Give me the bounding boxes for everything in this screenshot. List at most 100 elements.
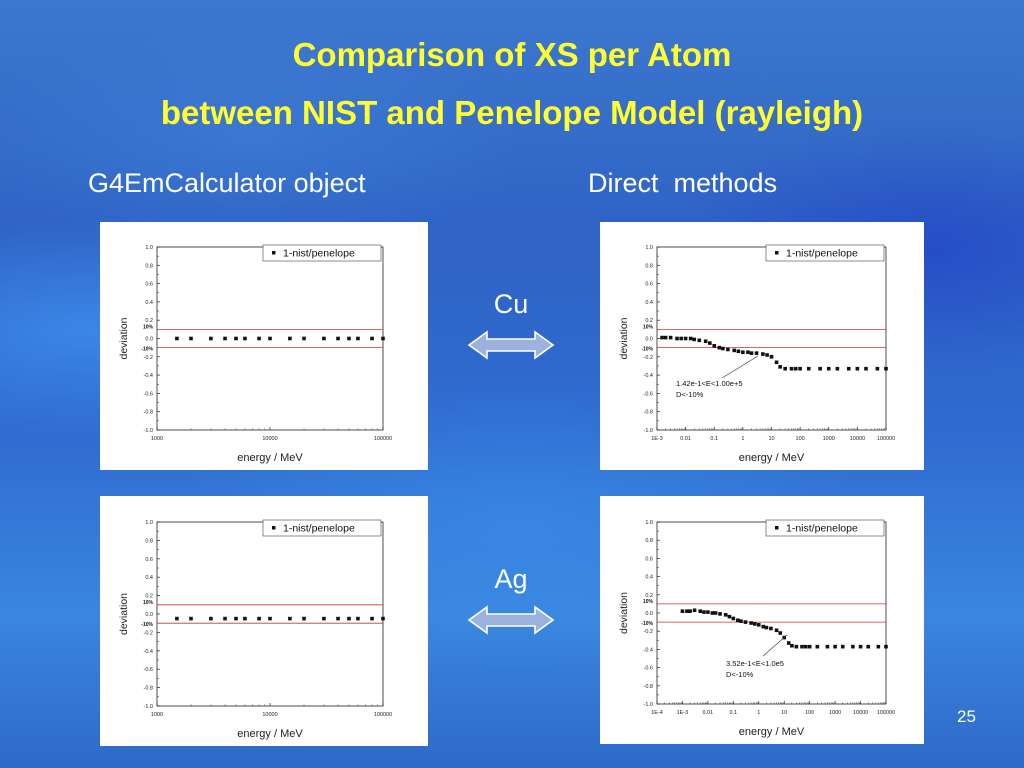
x-tick-label: 100000 (374, 436, 392, 442)
x-axis-title: energy / MeV (739, 452, 805, 464)
double-arrow-icon (467, 330, 555, 360)
chart-svg-ag-calculator: 1.0 0.8 0.6 0.4 0.2 0.0 -0.2 -0.4 -0.6 -0.8 -1.0 10… (118, 519, 392, 740)
legend-marker (272, 251, 276, 255)
data-point (769, 355, 774, 359)
data-point (660, 335, 664, 340)
chart-svg-cu-calculator: 1.0 0.8 0.6 0.4 0.2 0.0 -0.2 -0.4 -0.6 -0.8 -1.0 10… (118, 244, 392, 464)
data-point (688, 609, 692, 613)
x-tick-label: 10000 (853, 710, 868, 716)
data-point (717, 345, 722, 350)
data-point (688, 336, 693, 341)
data-point (786, 641, 791, 645)
data-point (818, 366, 822, 371)
y-tick-label: -0.2 (644, 355, 653, 361)
slide-title-line2: between NIST and Penelope Model (rayleig… (160, 94, 864, 131)
data-point (268, 616, 272, 621)
x-tick-label: 100000 (877, 710, 895, 716)
legend-label: 1-nist/penelope (786, 248, 858, 260)
y-tick-label: -0.8 (144, 410, 153, 416)
limit-label: 10% (643, 324, 654, 330)
data-point (746, 350, 750, 355)
x-tick-label: 10000 (850, 436, 865, 442)
limit-label: 10% (143, 324, 154, 330)
data-point (668, 335, 673, 340)
data-point (754, 351, 759, 355)
chart-ag-direct: 1.0 0.8 0.6 0.4 0.2 0.0 -0.2 -0.4 -0.6 -0.8 -1.0 1E… (600, 496, 924, 744)
data-point (706, 610, 710, 614)
data-point (302, 616, 306, 621)
data-point (209, 336, 213, 341)
limit-label: -10% (141, 622, 153, 628)
data-point (243, 616, 247, 621)
data-point (685, 609, 689, 613)
x-tick-label: 100000 (877, 436, 895, 442)
y-tick-label: 0.4 (145, 575, 153, 581)
legend-marker (775, 526, 779, 530)
annotation-leader (721, 355, 759, 379)
plot-frame (656, 521, 887, 705)
data-point (692, 608, 697, 613)
element-label-ag: Ag (494, 564, 528, 594)
data-point (800, 644, 804, 649)
data-point (356, 336, 360, 341)
y-tick-label: -0.4 (644, 647, 653, 653)
data-point (381, 336, 385, 341)
legend-box (765, 519, 885, 537)
data-point (698, 609, 703, 613)
data-point (765, 353, 769, 357)
legend-label: 1-nist/penelope (786, 523, 858, 535)
data-point (302, 336, 306, 341)
data-point (826, 366, 831, 371)
data-point (774, 628, 779, 633)
x-tick-label: 1000 (151, 436, 163, 442)
data-point (815, 644, 820, 649)
y-tick-label: 0.0 (645, 611, 653, 617)
data-point (749, 351, 754, 355)
data-point (703, 339, 708, 344)
data-point (761, 352, 765, 356)
annotation-deviation: D<-10% (726, 670, 754, 679)
data-point (708, 341, 712, 345)
legend-box (765, 244, 885, 262)
data-point (858, 644, 863, 649)
data-point (749, 621, 753, 625)
data-point (718, 612, 722, 616)
data-point (336, 616, 340, 621)
data-point (680, 609, 685, 613)
y-tick-label: -0.6 (144, 667, 153, 673)
data-point (288, 616, 292, 621)
x-tick-label: 0.1 (710, 436, 718, 442)
limit-label: 10% (643, 599, 654, 605)
data-point (713, 611, 718, 615)
data-point (234, 616, 238, 621)
data-point (268, 336, 272, 341)
y-tick-label: 0.0 (645, 337, 653, 343)
limit-label: 10% (143, 600, 154, 606)
y-tick-label: -0.2 (144, 355, 153, 361)
chart-svg-cu-direct: 1.0 0.8 0.6 0.4 0.2 0.0 -0.2 -0.4 -0.6 -0.8 -1.0 1E… (618, 244, 895, 464)
data-point (884, 644, 888, 649)
data-point (769, 626, 773, 631)
data-point (798, 366, 802, 371)
y-axis-title: deviation (118, 317, 130, 359)
data-point (189, 616, 193, 621)
y-tick-label: 0.8 (145, 263, 153, 269)
data-point (727, 614, 732, 619)
y-tick-label: 1.0 (145, 520, 153, 526)
y-tick-label: 0.6 (645, 282, 653, 288)
x-axis-title: energy / MeV (237, 728, 303, 740)
data-point (875, 366, 880, 371)
x-tick-label: 1 (741, 436, 744, 442)
data-point (679, 336, 683, 341)
y-tick-label: 0.6 (645, 556, 653, 562)
y-tick-label: 1.0 (645, 245, 653, 251)
annotation-leader (762, 634, 788, 657)
data-point (876, 644, 881, 649)
data-point (209, 616, 213, 621)
double-arrow-icon (467, 605, 555, 635)
x-tick-label: 1000 (823, 436, 835, 442)
data-point (739, 619, 743, 623)
y-tick-label: -1.0 (644, 702, 653, 708)
y-tick-label: -0.8 (644, 684, 653, 690)
x-tick-label: 1000 (151, 712, 163, 718)
